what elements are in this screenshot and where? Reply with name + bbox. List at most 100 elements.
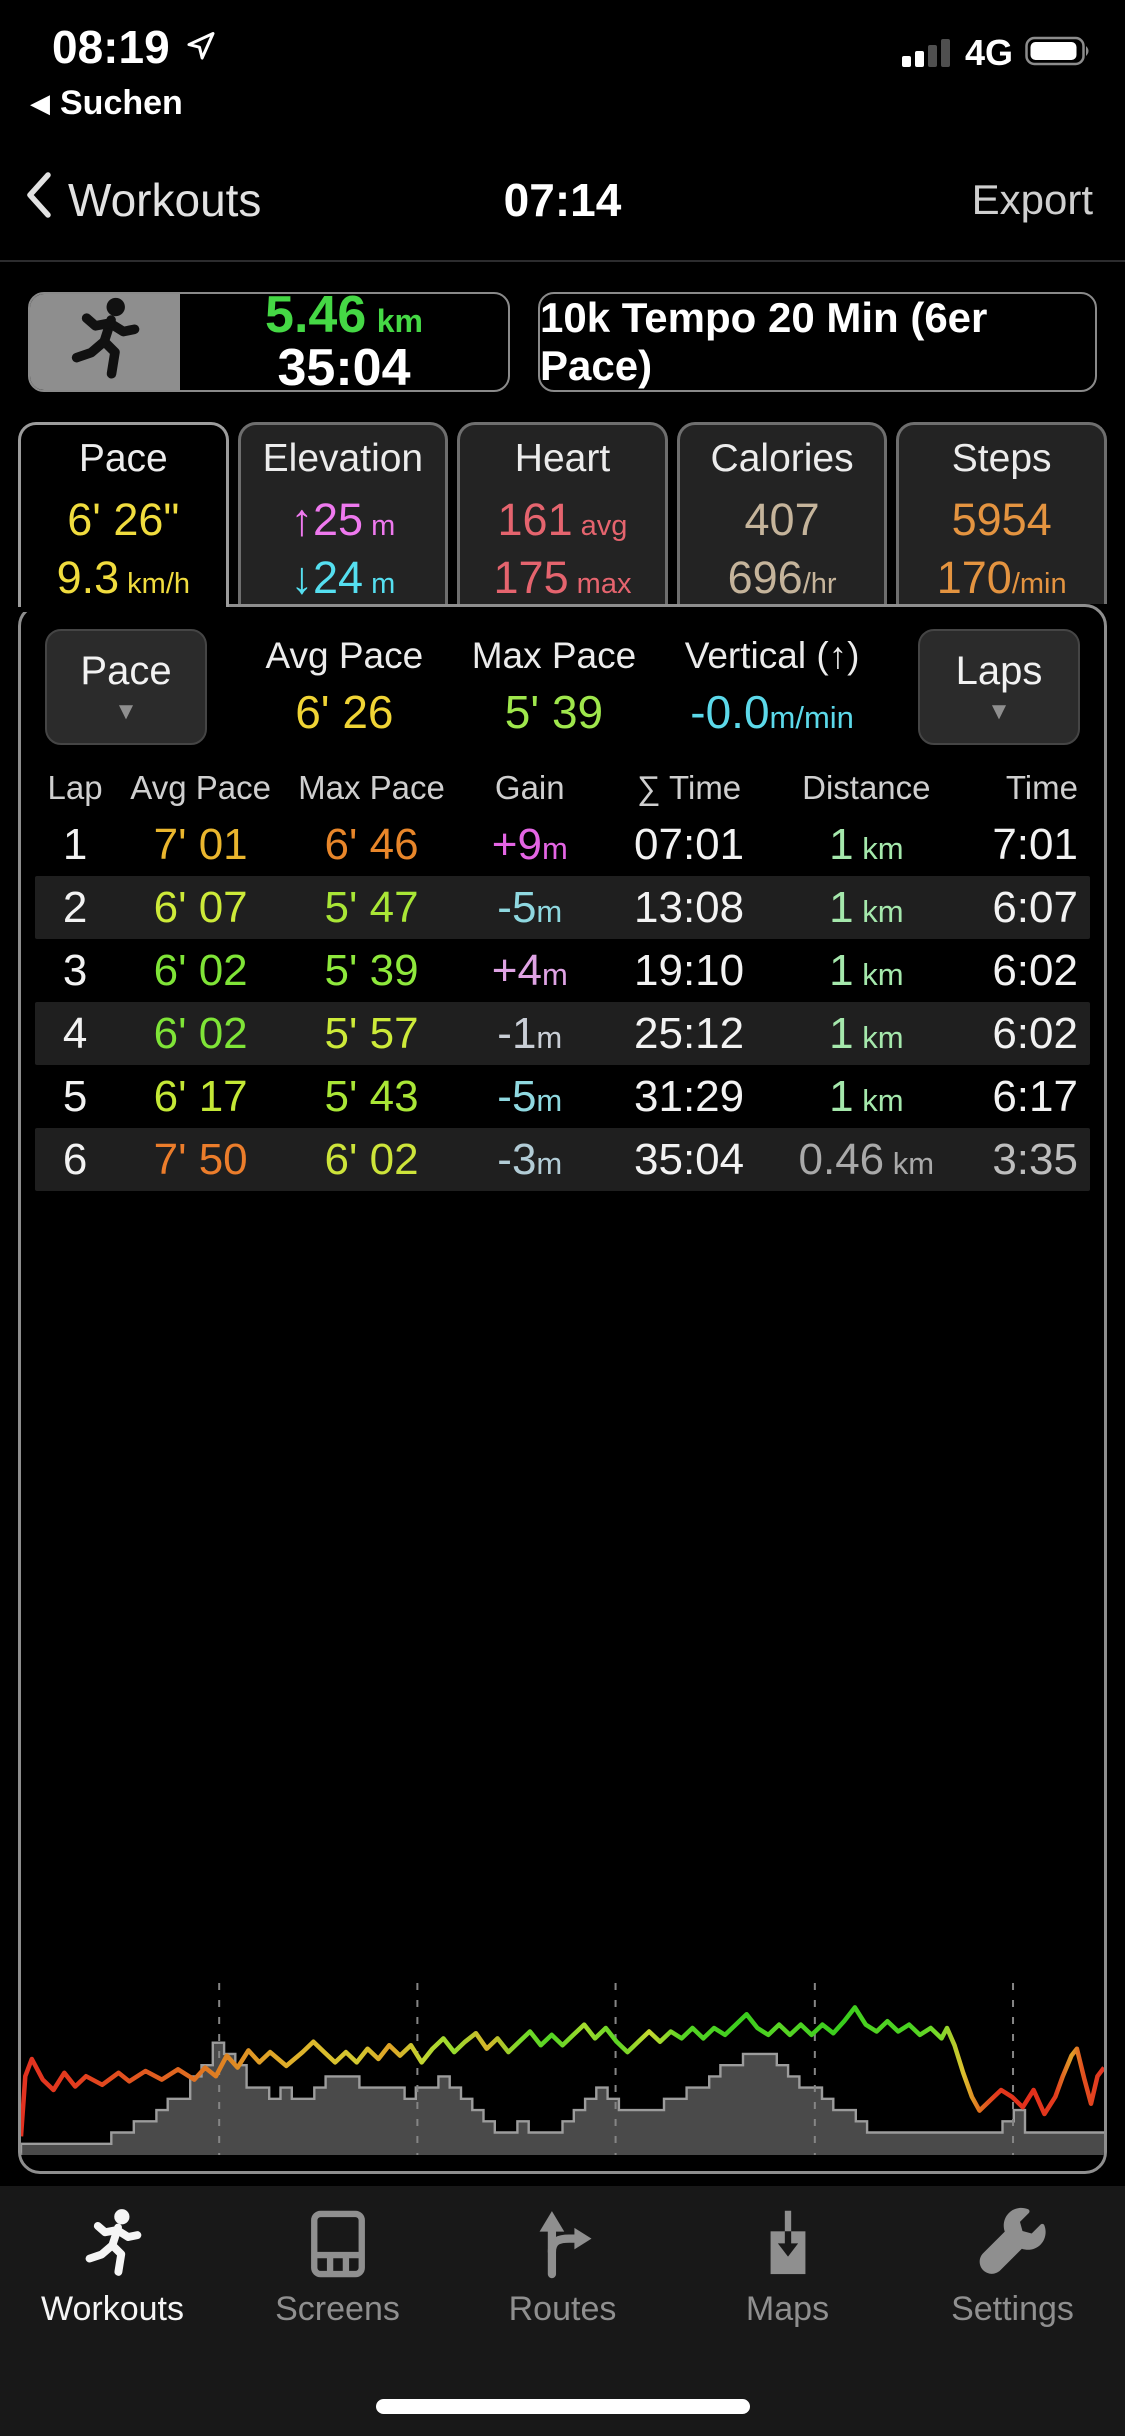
lap-cell: 1 km <box>829 819 904 869</box>
stat-value: 5' 39 <box>504 686 604 738</box>
metric-tab-value: 9.3 km/h <box>56 551 191 603</box>
chevron-left-icon <box>24 170 52 231</box>
lap-cell: 6:07 <box>992 882 1078 932</box>
metric-tab-heart[interactable]: Heart 161 avg 175 max <box>457 422 668 604</box>
lap-cell: +4m <box>491 945 568 995</box>
metric-tab-pace[interactable]: Pace 6' 26" 9.3 km/h <box>18 422 229 612</box>
metric-tabs: Pace 6' 26" 9.3 km/h Elevation ↑25 m ↓24 m Hea… <box>18 422 1107 612</box>
column-header: Avg Pace <box>130 769 271 806</box>
tab-bar-item-routes[interactable]: Routes <box>450 2202 675 2329</box>
lap-cell: 1 <box>62 819 88 869</box>
status-bar-time: 08:19 <box>52 20 218 74</box>
stat-avg-pace: Avg Pace 6' 26 <box>266 635 424 739</box>
stat-label: Vertical (↑) <box>684 635 860 676</box>
column-header: Lap <box>47 769 103 806</box>
tab-bar-item-settings[interactable]: Settings <box>900 2202 1125 2329</box>
lap-cell: 6' 02 <box>324 1134 419 1184</box>
export-button[interactable]: Export <box>971 176 1093 223</box>
panel-controls: Pace ▼ Avg Pace 6' 26 Max Pace 5' 39 Verti… <box>45 629 1080 745</box>
lap-cell: 31:29 <box>634 1071 745 1121</box>
metric-tab-elevation[interactable]: Elevation ↑25 m ↓24 m <box>237 422 449 604</box>
metric-tab-calories[interactable]: Calories 407 696/hr <box>676 422 888 604</box>
metric-dropdown-button[interactable]: Pace ▼ <box>45 629 207 745</box>
lap-cell: 6:02 <box>992 945 1078 995</box>
wrench-icon <box>975 2202 1051 2282</box>
lap-cell: 25:12 <box>634 1008 745 1058</box>
metric-tab-value: 175 max <box>493 551 632 603</box>
location-arrow-icon <box>184 20 218 74</box>
lap-cell: 3 <box>62 945 88 995</box>
metric-detail-panel: Pace ▼ Avg Pace 6' 26 Max Pace 5' 39 Verti… <box>18 604 1107 2174</box>
laps-table-body: 1 7' 01 6' 46 +9m 07:01 1 km 7:01 2 6' 07 5' 47 -5… <box>35 813 1090 1191</box>
workout-summary-card[interactable]: 5.46 km 35:04 <box>28 292 510 392</box>
nav-back-button[interactable]: Workouts <box>24 170 261 231</box>
nav-bar: 07:14 Workouts Export <box>0 142 1125 258</box>
metric-tab-steps[interactable]: Steps 5954 170/min <box>896 422 1107 604</box>
tab-bar-item-workouts[interactable]: Workouts <box>0 2202 225 2329</box>
laps-dropdown-button[interactable]: Laps ▼ <box>918 629 1080 745</box>
tab-bar-item-label: Routes <box>508 2290 617 2328</box>
network-type-label: 4G <box>964 32 1013 73</box>
tab-bar-item-label: Maps <box>745 2290 830 2328</box>
bottom-tab-bar: Workouts Screens Routes Maps Settings <box>0 2186 1125 2436</box>
lap-cell: 5' 39 <box>324 945 419 995</box>
lap-cell: 6 <box>62 1134 88 1184</box>
metric-tab-label: Elevation <box>262 437 424 480</box>
runner-icon <box>75 2202 151 2282</box>
lap-cell: 0.46 km <box>798 1134 935 1184</box>
tab-bar-item-screens[interactable]: Screens <box>225 2202 450 2329</box>
lap-row-5[interactable]: 5 6' 17 5' 43 -5m 31:29 1 km 6:17 <box>35 1065 1090 1128</box>
metric-tab-label: Calories <box>710 437 854 480</box>
lap-cell: 7:01 <box>992 819 1078 869</box>
lap-cell: 4 <box>62 1008 88 1058</box>
laps-table-header: Lap Avg Pace Max Pace Gain ∑ Time Distance Tim… <box>35 763 1090 813</box>
summary-distance: 5.46 <box>265 292 367 344</box>
metric-tab-value: ↑25 m <box>290 494 396 545</box>
tab-bar-item-maps[interactable]: Maps <box>675 2202 900 2329</box>
summary-distance-unit: km <box>376 302 423 339</box>
lap-cell: 1 km <box>829 945 904 995</box>
signal-strength-icon <box>901 34 953 73</box>
lap-cell: 6' 02 <box>153 1008 248 1058</box>
lap-row-2[interactable]: 2 6' 07 5' 47 -5m 13:08 1 km 6:07 <box>35 876 1090 939</box>
summary-numbers: 5.46 km 35:04 <box>180 294 508 390</box>
activity-type-icon-box <box>30 294 180 390</box>
metric-tab-value: 407 <box>744 494 820 545</box>
metric-tab-value: ↓24 m <box>290 551 396 603</box>
lap-row-4[interactable]: 4 6' 02 5' 57 -1m 25:12 1 km 6:02 <box>35 1002 1090 1065</box>
elevation-pace-chart[interactable] <box>21 1957 1104 2169</box>
stat-vertical: Vertical (↑) -0.0m/min <box>685 635 860 739</box>
column-header: Max Pace <box>298 769 445 806</box>
back-app-label: Suchen <box>60 84 183 122</box>
lap-cell: 7' 01 <box>153 819 248 869</box>
metric-dropdown-label: Pace <box>80 648 172 693</box>
chevron-down-icon: ▼ <box>114 697 138 725</box>
lap-row-6[interactable]: 6 7' 50 6' 02 -3m 35:04 0.46 km 3:35 <box>35 1128 1090 1191</box>
metric-tab-value: 5954 <box>951 494 1052 545</box>
lap-cell: 5' 43 <box>324 1071 419 1121</box>
routes-icon <box>525 2202 601 2282</box>
screens-icon <box>300 2202 376 2282</box>
lap-row-1[interactable]: 1 7' 01 6' 46 +9m 07:01 1 km 7:01 <box>35 813 1090 876</box>
lap-cell: 35:04 <box>634 1134 745 1184</box>
lap-cell: 7' 50 <box>153 1134 248 1184</box>
tab-bar-item-label: Workouts <box>41 2290 184 2328</box>
lap-cell: 5' 47 <box>324 882 419 932</box>
runner-icon <box>59 294 151 390</box>
lap-cell: -1m <box>497 1008 563 1058</box>
maps-icon <box>750 2202 826 2282</box>
lap-row-3[interactable]: 3 6' 02 5' 39 +4m 19:10 1 km 6:02 <box>35 939 1090 1002</box>
back-to-app-link[interactable]: ◀ Suchen <box>30 84 183 123</box>
metric-tab-value: 696/hr <box>727 551 837 603</box>
lap-cell: 5 <box>62 1071 88 1121</box>
tab-bar-item-label: Screens <box>275 2290 400 2328</box>
lap-cell: 6' 17 <box>153 1071 248 1121</box>
nav-back-label: Workouts <box>68 174 262 226</box>
home-indicator[interactable] <box>375 2399 750 2414</box>
back-triangle-icon: ◀ <box>30 88 50 118</box>
lap-cell: 3:35 <box>992 1134 1078 1184</box>
metric-tab-label: Heart <box>514 437 611 480</box>
lap-cell: 13:08 <box>634 882 745 932</box>
workout-name-field[interactable]: 10k Tempo 20 Min (6er Pace) <box>538 292 1097 392</box>
metric-tab-value: 161 avg <box>497 494 628 545</box>
